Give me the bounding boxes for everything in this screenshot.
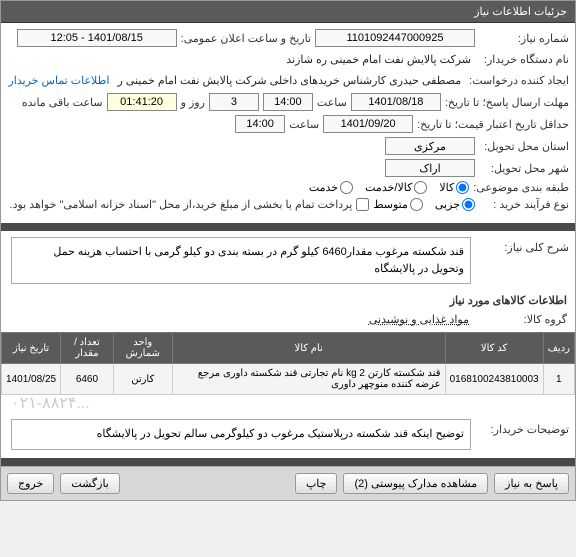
contact-link[interactable]: اطلاعات تماس خریدار xyxy=(8,74,109,87)
radio-kala-label: کالا xyxy=(439,181,454,194)
row-city: شهر محل تحویل: xyxy=(7,159,569,177)
deadline-date-input[interactable] xyxy=(351,93,441,111)
td-row: 1 xyxy=(543,364,574,395)
buyer-device-label: نام دستگاه خریدار: xyxy=(479,53,569,66)
radio-khadamat-label: کالا/خدمت xyxy=(365,181,412,194)
radio-khedmat[interactable]: خدمت xyxy=(309,181,353,194)
radio-khadamat[interactable]: کالا/خدمت xyxy=(365,181,427,194)
buyer-notes-label: توضیحات خریدار: xyxy=(479,415,569,436)
purchase-note-checkbox[interactable] xyxy=(356,198,369,211)
header-title: جزئیات اطلاعات نیاز xyxy=(474,6,567,18)
requester-label: ایجاد کننده درخواست: xyxy=(469,74,569,87)
province-label: استان محل تحویل: xyxy=(479,140,569,153)
countdown-input[interactable] xyxy=(107,93,177,111)
row-deadline: مهلت ارسال پاسخ؛ تا تاریخ: ساعت روز و سا… xyxy=(7,93,569,111)
attachments-button[interactable]: مشاهده مدارک پیوستی (2) xyxy=(343,473,488,494)
th-unit: واحد شمارش xyxy=(113,333,172,364)
rooz-label: روز و xyxy=(181,96,205,109)
radio-motavaset[interactable]: متوسط xyxy=(373,198,423,211)
radio-motavaset-label: متوسط xyxy=(373,198,408,211)
row-purchase-type: نوع فرآیند خرید : جزیی متوسط پرداخت تمام… xyxy=(7,198,569,211)
situation-label: طبقه بندی موضوعی: xyxy=(473,181,569,194)
group-value: مواد غذایی و نوشیدنی xyxy=(365,311,473,328)
city-label: شهر محل تحویل: xyxy=(479,162,569,175)
radio-kala-input[interactable] xyxy=(456,181,469,194)
province-input[interactable] xyxy=(385,137,475,155)
table-header-row: ردیف کد کالا نام کالا واحد شمارش تعداد /… xyxy=(2,333,575,364)
row-buyer-notes: توضیحات خریدار: توضیح اینکه قند شکسته در… xyxy=(1,413,575,456)
radio-jozi[interactable]: جزیی xyxy=(435,198,475,211)
purchase-type-radio-group: جزیی متوسط xyxy=(373,198,475,211)
niaz-number-input[interactable] xyxy=(315,29,475,47)
goods-table: ردیف کد کالا نام کالا واحد شمارش تعداد /… xyxy=(1,332,575,395)
radio-jozi-input[interactable] xyxy=(462,198,475,211)
th-name: نام کالا xyxy=(172,333,445,364)
td-name: قند شکسته کارتن 2 kg نام تجارتی قند شکست… xyxy=(172,364,445,395)
row-situation: طبقه بندی موضوعی: کالا کالا/خدمت خدمت xyxy=(7,181,569,194)
city-input[interactable] xyxy=(385,159,475,177)
row-niaz-number: شماره نیاز: تاریخ و ساعت اعلان عمومی: xyxy=(7,29,569,47)
purchase-type-label: نوع فرآیند خرید : xyxy=(479,198,569,211)
back-button[interactable]: بازگشت xyxy=(60,473,120,494)
footer-spacer xyxy=(126,473,289,494)
td-date: 1401/08/25 xyxy=(2,364,61,395)
desc-box: قند شکسته مرغوب مقدار6460 کیلو گرم در بس… xyxy=(11,237,471,284)
row-province: استان محل تحویل: xyxy=(7,137,569,155)
validity-label: حداقل تاریخ اعتبار قیمت؛ تا تاریخ: xyxy=(417,118,569,131)
validity-date-input[interactable] xyxy=(323,115,413,133)
td-qty: 6460 xyxy=(61,364,114,395)
th-row: ردیف xyxy=(543,333,574,364)
saat-label-2: ساعت xyxy=(289,118,319,131)
situation-radio-group: کالا کالا/خدمت خدمت xyxy=(309,181,469,194)
td-code: 0168100243810003 xyxy=(445,364,543,395)
days-remain-input[interactable] xyxy=(209,93,259,111)
radio-kala[interactable]: کالا xyxy=(439,181,469,194)
radio-khedmat-input[interactable] xyxy=(340,181,353,194)
row-buyer-device: نام دستگاه خریدار: شرکت پالایش نفت امام … xyxy=(7,51,569,68)
remain-label: ساعت باقی مانده xyxy=(22,96,103,109)
radio-khedmat-label: خدمت xyxy=(309,181,338,194)
deadline-time-input[interactable] xyxy=(263,93,313,111)
strip-1 xyxy=(1,223,575,231)
buyer-device-value: شرکت پالایش نفت امام خمینی ره شازند xyxy=(282,51,475,68)
announce-input[interactable] xyxy=(17,29,177,47)
radio-khadamat-input[interactable] xyxy=(414,181,427,194)
row-requester: ایجاد کننده درخواست: مصطفی حیدری کارشناس… xyxy=(7,72,569,89)
desc-label: شرح کلی نیاز: xyxy=(479,233,569,254)
table-row[interactable]: 1 0168100243810003 قند شکسته کارتن 2 kg … xyxy=(2,364,575,395)
radio-jozi-label: جزیی xyxy=(435,198,460,211)
requester-value: مصطفی حیدری کارشناس خریدهای داخلی شرکت پ… xyxy=(113,72,465,89)
watermark-number: ...۰۲۱-۸۸۲۴ xyxy=(1,393,575,413)
group-label: گروه کالا: xyxy=(477,313,567,326)
main-container: جزئیات اطلاعات نیاز شماره نیاز: تاریخ و … xyxy=(0,0,576,501)
form-section: شماره نیاز: تاریخ و ساعت اعلان عمومی: نا… xyxy=(1,23,575,221)
reply-button[interactable]: پاسخ به نیاز xyxy=(494,473,569,494)
radio-motavaset-input[interactable] xyxy=(410,198,423,211)
announce-label: تاریخ و ساعت اعلان عمومی: xyxy=(181,32,311,45)
validity-time-input[interactable] xyxy=(235,115,285,133)
row-group: گروه کالا: مواد غذایی و نوشیدنی xyxy=(1,311,575,328)
th-code: کد کالا xyxy=(445,333,543,364)
row-description: شرح کلی نیاز: قند شکسته مرغوب مقدار6460 … xyxy=(1,231,575,290)
saat-label-1: ساعت xyxy=(317,96,347,109)
purchase-note: پرداخت تمام یا بخشی از مبلغ خرید،از محل … xyxy=(10,198,353,211)
buyer-notes-box: توضیح اینکه قند شکسته درپلاستیک مرغوب دو… xyxy=(11,419,471,450)
th-qty: تعداد / مقدار xyxy=(61,333,114,364)
th-date: تاریخ نیاز xyxy=(2,333,61,364)
header-bar: جزئیات اطلاعات نیاز xyxy=(1,1,575,23)
exit-button[interactable]: خروج xyxy=(7,473,54,494)
row-validity: حداقل تاریخ اعتبار قیمت؛ تا تاریخ: ساعت xyxy=(7,115,569,133)
strip-2 xyxy=(1,458,575,466)
td-unit: کارتن xyxy=(113,364,172,395)
niaz-number-label: شماره نیاز: xyxy=(479,32,569,45)
print-button[interactable]: چاپ xyxy=(295,473,338,494)
goods-section-label: اطلاعات کالاهای مورد نیاز xyxy=(1,290,575,311)
deadline-label: مهلت ارسال پاسخ؛ تا تاریخ: xyxy=(445,96,569,109)
footer-bar: پاسخ به نیاز مشاهده مدارک پیوستی (2) چاپ… xyxy=(1,466,575,500)
